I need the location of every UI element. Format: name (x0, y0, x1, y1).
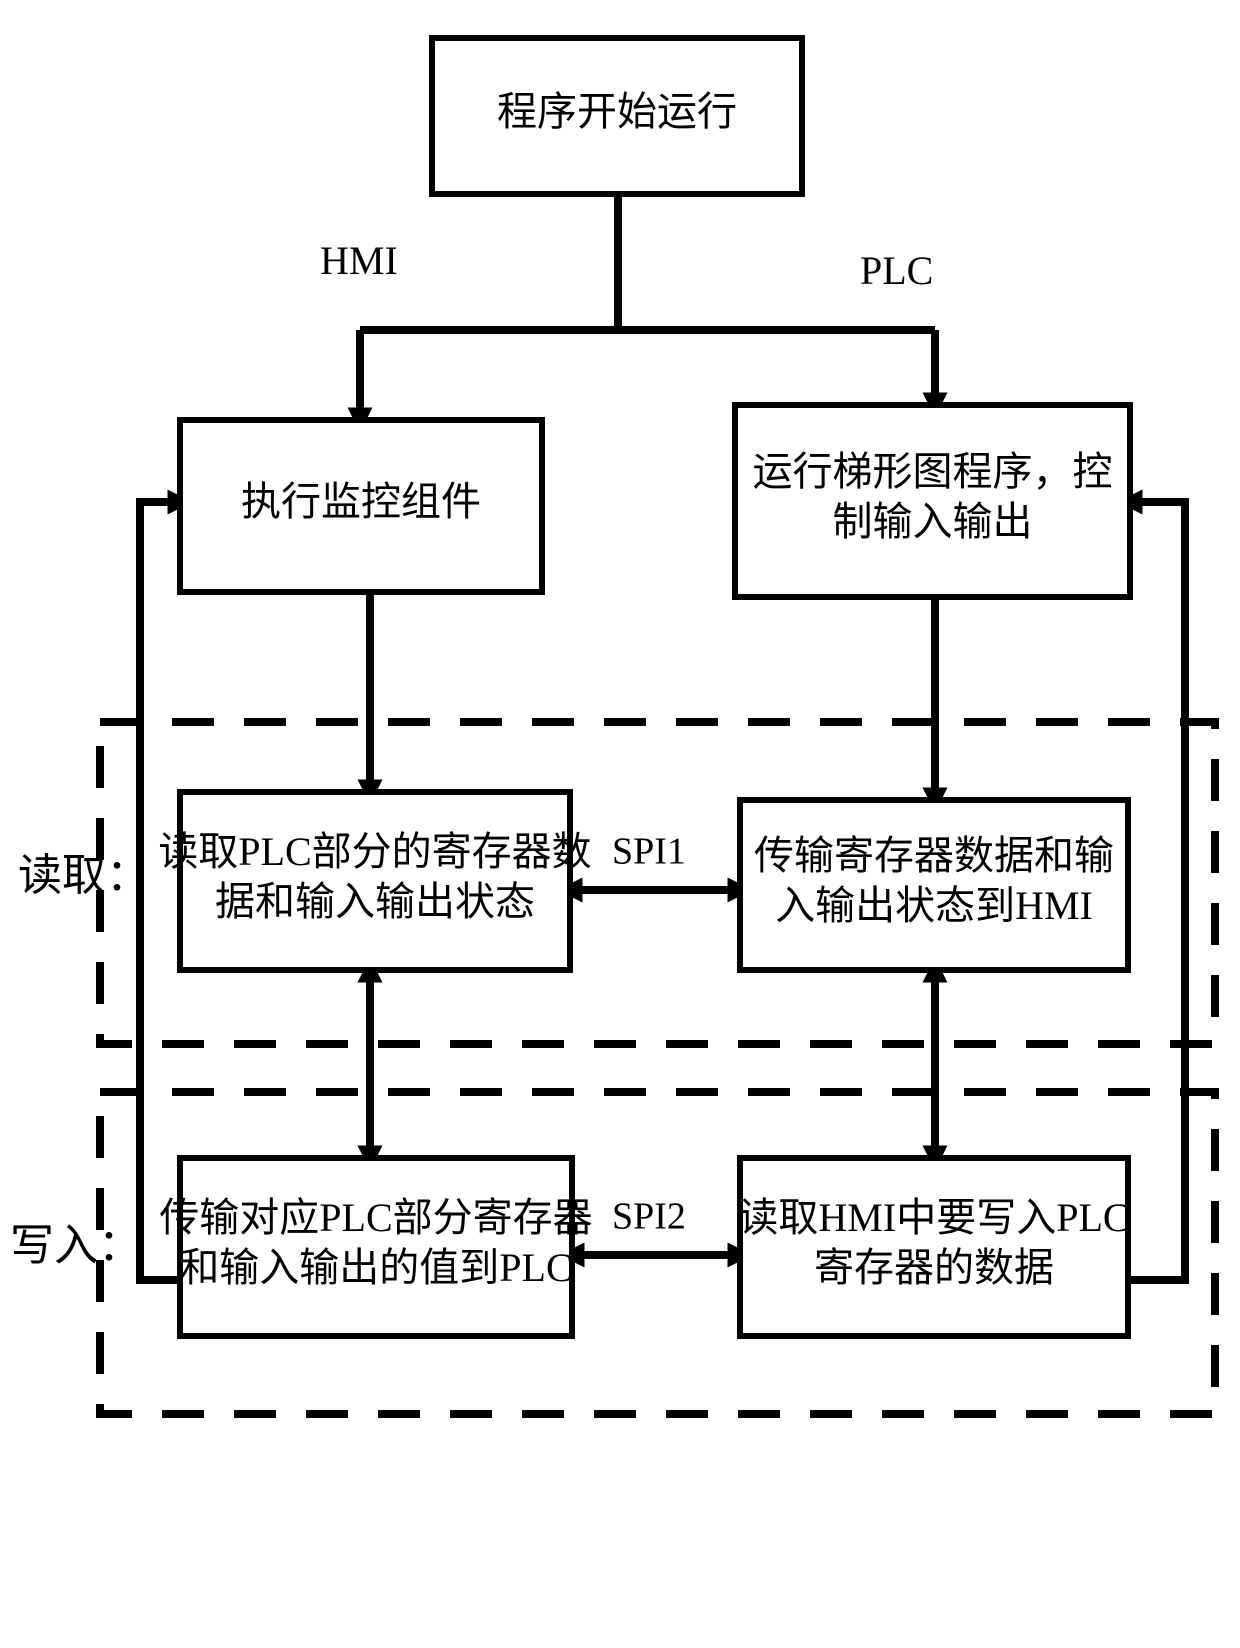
hmi2-text-line-0: 读取PLC部分的寄存器数 (158, 829, 591, 874)
label-read: 读取： (18, 851, 150, 900)
plc2-text-line-1: 入输出状态到HMI (775, 883, 1093, 928)
plc1-text-line-0: 运行梯形图程序，控 (753, 449, 1113, 494)
label-write: 写入： (10, 1221, 142, 1270)
hmi2-box: 读取PLC部分的寄存器数据和输入输出状态 (158, 792, 591, 970)
label-plc: PLC (860, 248, 933, 293)
hmi1-text-line-0: 执行监控组件 (241, 479, 481, 524)
feedback-right (1128, 502, 1185, 1280)
plc1-text-line-1: 制输入输出 (833, 499, 1033, 544)
plc1-box: 运行梯形图程序，控制输入输出 (735, 405, 1130, 597)
plc3-text-line-1: 寄存器的数据 (814, 1245, 1054, 1290)
label-spi1: SPI1 (612, 831, 686, 873)
label-spi2: SPI2 (612, 1196, 686, 1238)
hmi1-box: 执行监控组件 (180, 420, 542, 592)
label-hmi: HMI (320, 238, 398, 283)
start-box: 程序开始运行 (432, 38, 802, 194)
hmi2-text-line-1: 据和输入输出状态 (215, 879, 535, 924)
start-text-line-0: 程序开始运行 (497, 89, 737, 134)
hmi3-text-line-1: 和输入输出的值到PLC (179, 1245, 572, 1290)
flowchart-diagram: 程序开始运行执行监控组件 运行梯形图程序，控制输入输出读取PLC部分的寄存器数据和… (0, 0, 1240, 1648)
hmi3-text-line-0: 传输对应PLC部分寄存器 (159, 1195, 592, 1240)
plc3-text-line-0: 读取HMI中要写入PLC (738, 1195, 1129, 1240)
plc2-box: 传输寄存器数据和输入输出状态到HMI (740, 800, 1128, 970)
plc3-box: 读取HMI中要写入PLC 寄存器的数据 (738, 1158, 1129, 1336)
hmi3-box: 传输对应PLC部分寄存器和输入输出的值到PLC (159, 1158, 592, 1336)
plc2-text-line-0: 传输寄存器数据和输 (754, 833, 1114, 878)
